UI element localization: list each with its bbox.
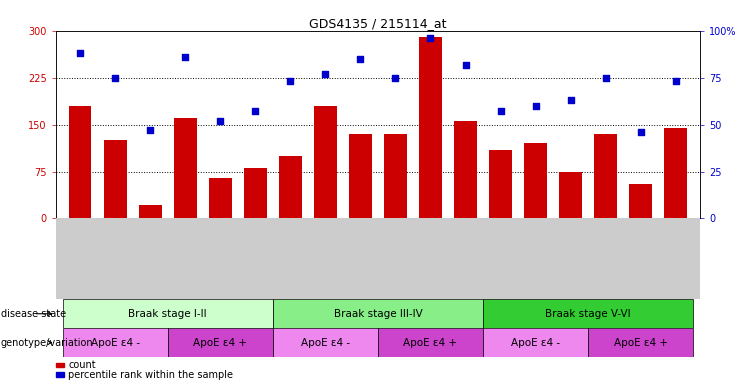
Bar <box>588 328 694 357</box>
Bar <box>559 172 582 218</box>
Bar <box>629 184 652 218</box>
Bar <box>273 299 483 328</box>
Point <box>565 97 576 103</box>
Bar <box>104 140 127 218</box>
Point <box>109 74 121 81</box>
Text: Braak stage V-VI: Braak stage V-VI <box>545 309 631 319</box>
Bar <box>62 328 167 357</box>
Bar <box>209 178 232 218</box>
Point <box>144 127 156 133</box>
Text: ApoE ε4 +: ApoE ε4 + <box>193 338 247 348</box>
Bar <box>419 37 442 218</box>
Text: ApoE ε4 -: ApoE ε4 - <box>301 338 350 348</box>
Point <box>214 118 226 124</box>
Point <box>285 78 296 84</box>
Bar <box>56 372 64 377</box>
Title: GDS4135 / 215114_at: GDS4135 / 215114_at <box>309 17 447 30</box>
Point <box>635 129 647 135</box>
Bar <box>489 150 512 218</box>
Point <box>670 78 682 84</box>
Bar <box>62 299 273 328</box>
Bar <box>349 134 372 218</box>
Bar <box>378 328 483 357</box>
Point <box>319 71 331 77</box>
Bar <box>56 363 64 367</box>
Bar <box>483 299 694 328</box>
Text: ApoE ε4 -: ApoE ε4 - <box>511 338 560 348</box>
Point <box>74 50 86 56</box>
Bar <box>273 328 378 357</box>
Text: ApoE ε4 +: ApoE ε4 + <box>614 338 668 348</box>
Bar <box>279 156 302 218</box>
Bar <box>167 328 273 357</box>
Bar <box>384 134 407 218</box>
Bar <box>314 106 336 218</box>
Point <box>425 35 436 41</box>
Bar <box>524 143 547 218</box>
Point <box>599 74 611 81</box>
Point <box>250 108 262 114</box>
Bar <box>69 106 91 218</box>
Point <box>179 54 191 60</box>
Text: Braak stage III-IV: Braak stage III-IV <box>333 309 422 319</box>
Text: ApoE ε4 -: ApoE ε4 - <box>90 338 140 348</box>
Point <box>494 108 506 114</box>
Bar <box>139 205 162 218</box>
Bar <box>483 328 588 357</box>
Text: percentile rank within the sample: percentile rank within the sample <box>68 370 233 380</box>
Text: genotype/variation: genotype/variation <box>1 338 93 348</box>
Bar <box>244 168 267 218</box>
Text: count: count <box>68 360 96 370</box>
Bar <box>665 128 687 218</box>
Point <box>459 61 471 68</box>
Text: ApoE ε4 +: ApoE ε4 + <box>403 338 457 348</box>
Point <box>390 74 402 81</box>
Text: disease state: disease state <box>1 309 66 319</box>
Bar <box>454 121 477 218</box>
Bar <box>174 118 196 218</box>
Point <box>530 103 542 109</box>
Text: Braak stage I-II: Braak stage I-II <box>128 309 207 319</box>
Point <box>354 56 366 62</box>
Bar <box>594 134 617 218</box>
